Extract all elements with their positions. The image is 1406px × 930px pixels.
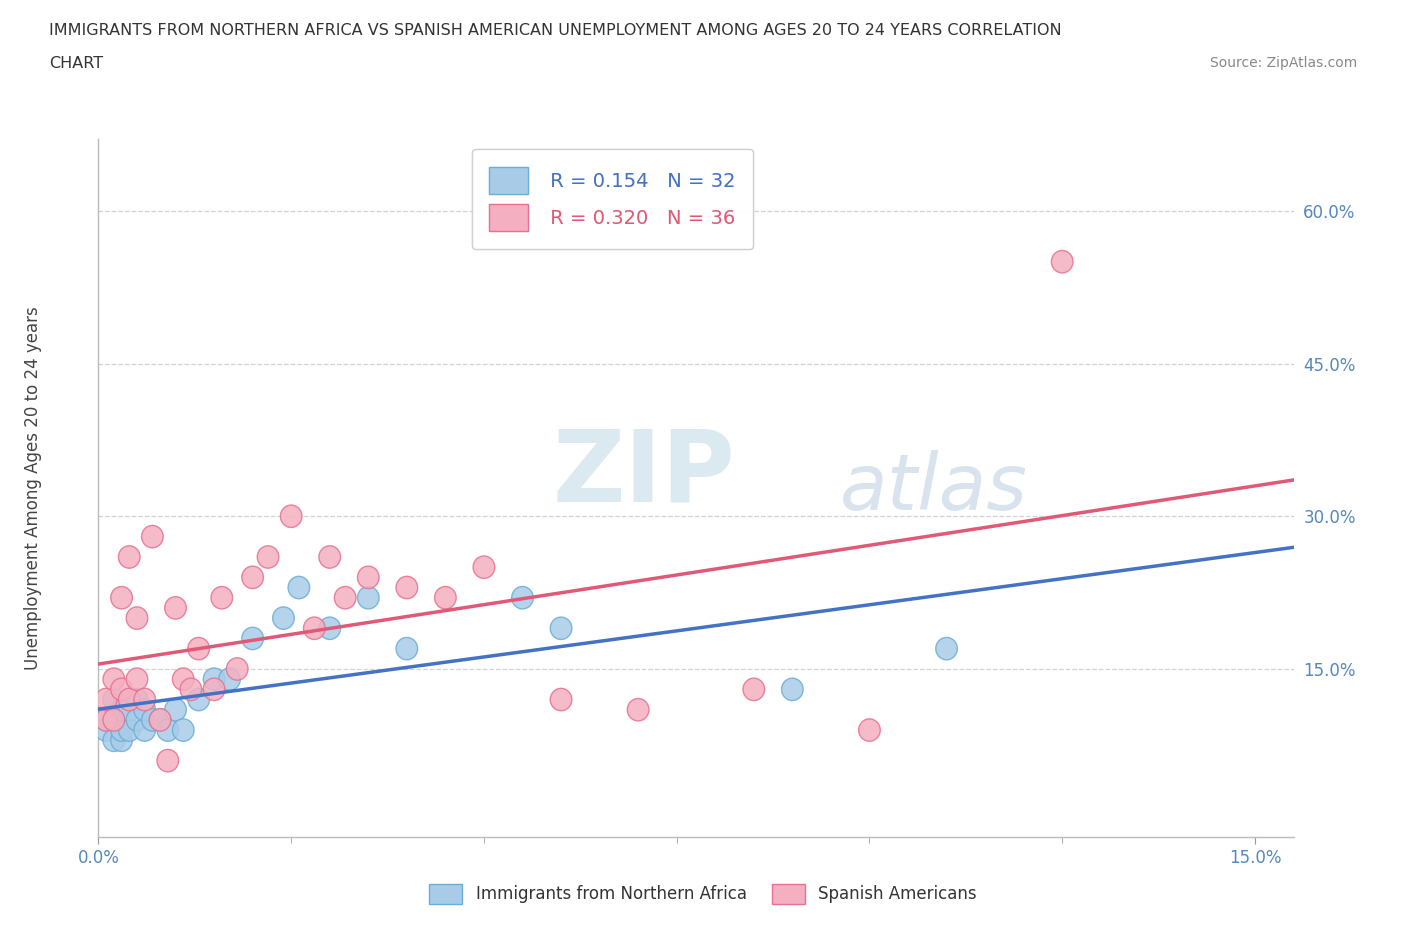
Ellipse shape (319, 618, 340, 640)
Ellipse shape (288, 577, 309, 599)
Ellipse shape (142, 525, 163, 548)
Ellipse shape (204, 668, 225, 690)
Ellipse shape (396, 637, 418, 659)
Ellipse shape (396, 577, 418, 599)
Text: Unemployment Among Ages 20 to 24 years: Unemployment Among Ages 20 to 24 years (24, 306, 42, 671)
Ellipse shape (550, 688, 572, 711)
Ellipse shape (859, 719, 880, 741)
Ellipse shape (157, 750, 179, 772)
Ellipse shape (103, 709, 125, 731)
Ellipse shape (474, 556, 495, 578)
Text: IMMIGRANTS FROM NORTHERN AFRICA VS SPANISH AMERICAN UNEMPLOYMENT AMONG AGES 20 T: IMMIGRANTS FROM NORTHERN AFRICA VS SPANI… (49, 23, 1062, 38)
Ellipse shape (96, 709, 117, 731)
Text: CHART: CHART (49, 56, 103, 71)
Ellipse shape (103, 729, 125, 751)
Ellipse shape (127, 709, 148, 731)
Ellipse shape (782, 678, 803, 700)
Ellipse shape (118, 719, 141, 741)
Ellipse shape (188, 688, 209, 711)
Legend: Immigrants from Northern Africa, Spanish Americans: Immigrants from Northern Africa, Spanish… (420, 875, 986, 912)
Ellipse shape (111, 678, 132, 700)
Ellipse shape (742, 678, 765, 700)
Ellipse shape (242, 566, 263, 589)
Text: ZIP: ZIP (553, 426, 735, 523)
Ellipse shape (103, 688, 125, 711)
Ellipse shape (111, 698, 132, 721)
Ellipse shape (242, 627, 263, 650)
Ellipse shape (188, 637, 209, 659)
Ellipse shape (157, 719, 179, 741)
Ellipse shape (134, 688, 156, 711)
Ellipse shape (96, 719, 117, 741)
Text: atlas: atlas (839, 450, 1028, 526)
Ellipse shape (550, 618, 572, 640)
Ellipse shape (118, 688, 141, 711)
Ellipse shape (180, 678, 201, 700)
Ellipse shape (257, 546, 278, 568)
Ellipse shape (211, 587, 232, 609)
Ellipse shape (304, 618, 325, 640)
Ellipse shape (111, 587, 132, 609)
Ellipse shape (936, 637, 957, 659)
Ellipse shape (357, 587, 380, 609)
Ellipse shape (165, 698, 187, 721)
Ellipse shape (127, 607, 148, 630)
Ellipse shape (134, 698, 156, 721)
Ellipse shape (204, 678, 225, 700)
Text: Source: ZipAtlas.com: Source: ZipAtlas.com (1209, 56, 1357, 70)
Ellipse shape (512, 587, 533, 609)
Ellipse shape (118, 698, 141, 721)
Ellipse shape (319, 546, 340, 568)
Ellipse shape (149, 709, 172, 731)
Ellipse shape (335, 587, 356, 609)
Ellipse shape (134, 719, 156, 741)
Ellipse shape (103, 668, 125, 690)
Ellipse shape (434, 587, 456, 609)
Ellipse shape (173, 668, 194, 690)
Ellipse shape (173, 719, 194, 741)
Ellipse shape (280, 505, 302, 527)
Ellipse shape (111, 729, 132, 751)
Ellipse shape (127, 668, 148, 690)
Legend:  R = 0.154   N = 32,  R = 0.320   N = 36: R = 0.154 N = 32, R = 0.320 N = 36 (472, 149, 752, 249)
Ellipse shape (357, 566, 380, 589)
Ellipse shape (103, 709, 125, 731)
Ellipse shape (142, 709, 163, 731)
Ellipse shape (1052, 250, 1073, 272)
Ellipse shape (226, 658, 247, 680)
Ellipse shape (627, 698, 650, 721)
Ellipse shape (96, 688, 117, 711)
Ellipse shape (118, 546, 141, 568)
Ellipse shape (111, 719, 132, 741)
Ellipse shape (96, 709, 117, 731)
Ellipse shape (219, 668, 240, 690)
Ellipse shape (127, 688, 148, 711)
Ellipse shape (165, 597, 187, 619)
Ellipse shape (149, 709, 172, 731)
Ellipse shape (273, 607, 294, 630)
